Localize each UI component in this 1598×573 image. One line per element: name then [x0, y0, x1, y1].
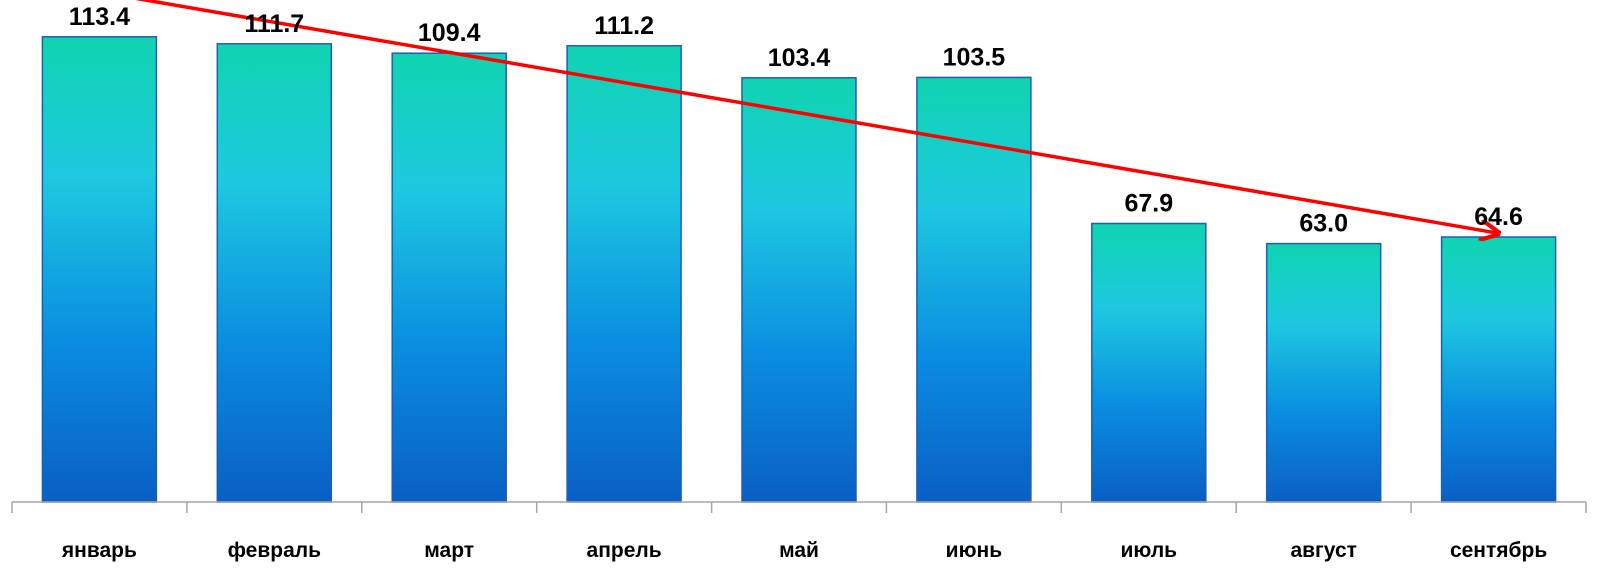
- value-label-январь: 113.4: [69, 3, 130, 31]
- bars-layer: [41, 36, 1557, 503]
- bar-август: [1265, 242, 1382, 503]
- trend-arrow-layer: [134, 0, 1498, 233]
- value-labels: 113.4 111.7 109.4 111.2 103.4 103.5 67.9 63.0 64…: [69, 3, 1523, 238]
- value-label-июнь: 103.5: [943, 43, 1006, 71]
- bar-апрель: [566, 45, 682, 503]
- value-label-август: 63.0: [1299, 210, 1348, 238]
- bar-январь: [41, 36, 158, 503]
- category-labels: январь февраль март апрель май июнь июль август…: [61, 539, 1547, 562]
- trend-arrow: [134, 0, 1498, 233]
- category-label-сентябрь: сентябрь: [1450, 539, 1547, 562]
- bar-июль: [1091, 222, 1207, 503]
- value-label-июль: 67.9: [1124, 190, 1173, 218]
- value-label-февраль: 111.7: [244, 10, 304, 38]
- bar-март: [391, 52, 507, 503]
- x-axis: [11, 501, 1587, 513]
- bar-май: [741, 77, 857, 503]
- value-label-сентябрь: 64.6: [1474, 203, 1523, 231]
- bar-сентябрь: [1440, 236, 1557, 503]
- category-label-июнь: июнь: [946, 539, 1003, 562]
- category-label-май: май: [779, 539, 819, 562]
- value-label-май: 103.4: [768, 44, 831, 72]
- category-label-март: март: [424, 539, 474, 562]
- category-label-апрель: апрель: [587, 539, 662, 562]
- category-label-февраль: февраль: [228, 539, 322, 562]
- category-label-август: август: [1290, 539, 1356, 562]
- bar-февраль: [216, 43, 333, 503]
- category-label-июль: июль: [1121, 539, 1178, 562]
- value-label-март: 109.4: [418, 19, 481, 47]
- value-label-апрель: 111.2: [594, 12, 654, 40]
- category-label-январь: январь: [61, 539, 137, 562]
